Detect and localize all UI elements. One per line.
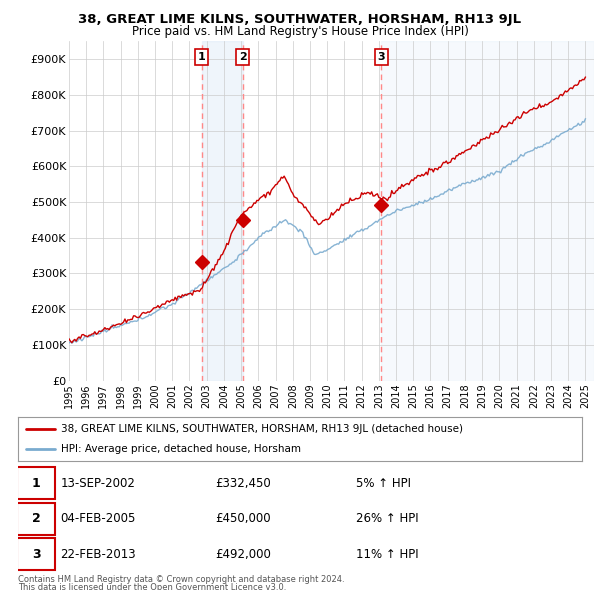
Text: £492,000: £492,000	[215, 548, 271, 560]
FancyBboxPatch shape	[17, 538, 55, 570]
Text: This data is licensed under the Open Government Licence v3.0.: This data is licensed under the Open Gov…	[18, 583, 286, 590]
FancyBboxPatch shape	[17, 467, 55, 499]
Text: 26% ↑ HPI: 26% ↑ HPI	[356, 512, 419, 525]
Text: 1: 1	[32, 477, 40, 490]
Bar	[202, 41, 242, 381]
Text: 38, GREAT LIME KILNS, SOUTHWATER, HORSHAM, RH13 9JL: 38, GREAT LIME KILNS, SOUTHWATER, HORSHA…	[79, 13, 521, 26]
Text: 2: 2	[239, 52, 247, 62]
Text: 3: 3	[32, 548, 40, 560]
Text: 04-FEB-2005: 04-FEB-2005	[60, 512, 136, 525]
Text: 11% ↑ HPI: 11% ↑ HPI	[356, 548, 419, 560]
Text: Price paid vs. HM Land Registry's House Price Index (HPI): Price paid vs. HM Land Registry's House …	[131, 25, 469, 38]
Text: 3: 3	[377, 52, 385, 62]
Text: 38, GREAT LIME KILNS, SOUTHWATER, HORSHAM, RH13 9JL (detached house): 38, GREAT LIME KILNS, SOUTHWATER, HORSHA…	[61, 424, 463, 434]
Text: 13-SEP-2002: 13-SEP-2002	[60, 477, 135, 490]
Bar	[381, 41, 594, 381]
Text: 1: 1	[198, 52, 206, 62]
Text: 22-FEB-2013: 22-FEB-2013	[60, 548, 136, 560]
Text: £332,450: £332,450	[215, 477, 271, 490]
Text: HPI: Average price, detached house, Horsham: HPI: Average price, detached house, Hors…	[61, 444, 301, 454]
Text: £450,000: £450,000	[215, 512, 271, 525]
Text: 2: 2	[32, 512, 40, 525]
FancyBboxPatch shape	[17, 503, 55, 535]
Text: 5% ↑ HPI: 5% ↑ HPI	[356, 477, 412, 490]
Text: Contains HM Land Registry data © Crown copyright and database right 2024.: Contains HM Land Registry data © Crown c…	[18, 575, 344, 584]
